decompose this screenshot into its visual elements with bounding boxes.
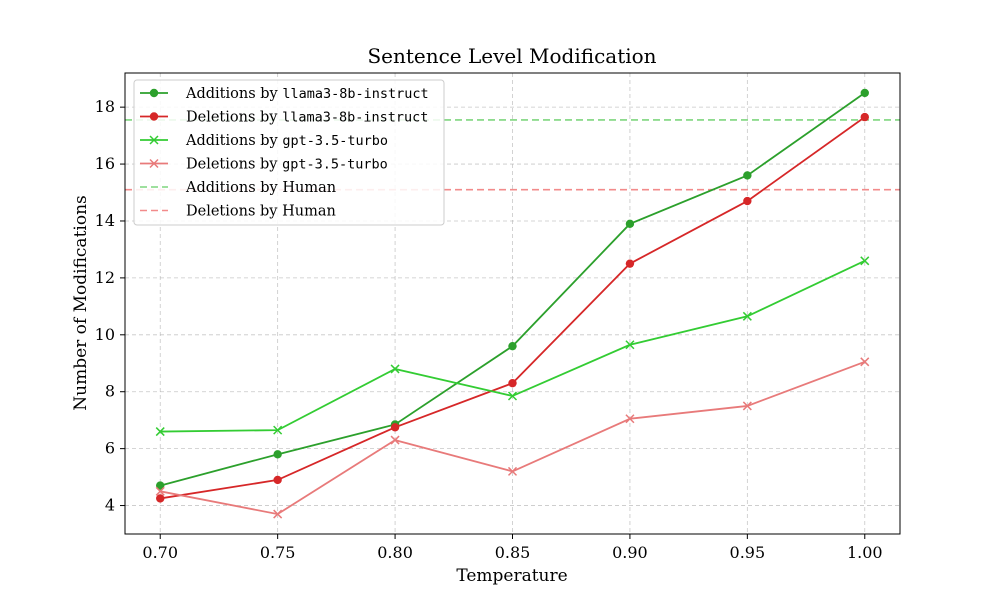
- legend-label: Deletions by llama3-8b-instruct: [186, 110, 428, 126]
- data-point: [860, 256, 870, 266]
- data-point-stroke: [149, 135, 159, 145]
- legend-label: Additions by Human: [185, 180, 336, 196]
- y-tick-label: 4: [105, 496, 115, 515]
- legend-item: Additions by Human: [140, 180, 336, 196]
- data-point: [149, 158, 159, 169]
- legend-label: Additions by gpt-3.5-turbo: [185, 133, 388, 149]
- data-point: [625, 340, 635, 350]
- data-point-stroke: [860, 357, 870, 367]
- data-point-stroke: [390, 364, 400, 374]
- data-point-stroke: [155, 427, 165, 437]
- data-point-stroke: [273, 509, 283, 519]
- data-point: [155, 486, 165, 496]
- legend-item: Deletions by Human: [140, 204, 336, 220]
- data-point: [390, 364, 400, 374]
- data-point-stroke: [273, 425, 283, 435]
- data-point: [508, 341, 517, 351]
- data-point: [860, 357, 870, 367]
- legend: Additions by llama3-8b-instruct Deletions…: [133, 79, 445, 226]
- y-tick-label: 18: [95, 97, 115, 116]
- data-point: [860, 112, 869, 122]
- data-point: [273, 450, 282, 459]
- data-point-stroke: [507, 466, 518, 476]
- human-reference-lines: [125, 119, 900, 191]
- data-point: [149, 112, 159, 121]
- y-tick-label: 6: [105, 439, 115, 458]
- legend-label: Deletions by Human: [186, 204, 336, 220]
- data-point-stroke: [390, 435, 400, 445]
- data-point: [743, 196, 752, 206]
- x-axis-label: Temperature: [456, 566, 567, 586]
- data-point: [625, 259, 635, 268]
- data-point-stroke: [625, 340, 635, 350]
- y-axis-ticks: 4 6 8 10 12 14 16 18: [95, 97, 125, 515]
- data-point: [625, 219, 635, 229]
- x-tick-label: 0.70: [142, 543, 178, 562]
- x-tick-label: 0.80: [377, 543, 413, 562]
- x-axis-ticks: 0.70 0.75 0.80 0.85 0.90 0.95 1.00: [142, 534, 883, 562]
- y-tick-label: 16: [95, 154, 115, 173]
- series-3: [155, 357, 870, 519]
- series-0: [156, 88, 869, 490]
- data-point: [273, 425, 283, 435]
- data-point: [742, 401, 752, 411]
- y-tick-label: 12: [95, 268, 115, 287]
- y-axis-label: Number of Modifications: [71, 195, 91, 410]
- legend-box: [133, 79, 445, 226]
- y-tick-label: 8: [105, 382, 115, 401]
- data-point: [149, 135, 159, 145]
- x-tick-label: 0.90: [612, 543, 648, 562]
- x-tick-label: 0.75: [260, 543, 296, 562]
- legend-item: Additions by gpt-3.5-turbo: [140, 133, 388, 149]
- series-lines: [155, 88, 870, 519]
- data-point: [155, 427, 165, 437]
- legend-label: Additions by llama3-8b-instruct: [185, 86, 429, 102]
- data-point: [507, 466, 518, 476]
- data-point-stroke: [625, 414, 635, 424]
- legend-item: Additions by llama3-8b-instruct: [140, 86, 429, 102]
- data-point: [742, 311, 752, 321]
- data-point-stroke: [742, 401, 752, 411]
- x-tick-label: 1.00: [847, 543, 883, 562]
- data-point: [273, 475, 282, 485]
- legend-label: Deletions by gpt-3.5-turbo: [186, 157, 388, 173]
- x-tick-label: 0.85: [495, 543, 531, 562]
- y-tick-label: 10: [95, 325, 115, 344]
- data-point: [149, 88, 159, 98]
- data-point: [273, 509, 283, 519]
- data-point: [156, 494, 165, 503]
- data-point-stroke: [507, 391, 518, 401]
- data-point: [390, 435, 400, 445]
- data-point: [507, 391, 518, 401]
- data-point-stroke: [860, 256, 870, 266]
- data-point: [743, 171, 752, 180]
- data-point: [625, 414, 635, 424]
- y-tick-label: 14: [95, 211, 115, 230]
- series-2: [155, 256, 870, 437]
- data-point: [156, 481, 165, 490]
- data-point: [508, 378, 517, 388]
- x-tick-label: 0.95: [730, 543, 766, 562]
- chart-title: Sentence Level Modification: [367, 44, 656, 68]
- series-1: [156, 112, 869, 503]
- data-point-stroke: [155, 486, 165, 496]
- legend-item: Deletions by llama3-8b-instruct: [140, 110, 428, 126]
- legend-item: Deletions by gpt-3.5-turbo: [140, 157, 388, 173]
- data-point: [860, 88, 869, 98]
- data-point-stroke: [149, 158, 159, 169]
- data-point-stroke: [742, 311, 752, 321]
- data-point: [390, 423, 400, 432]
